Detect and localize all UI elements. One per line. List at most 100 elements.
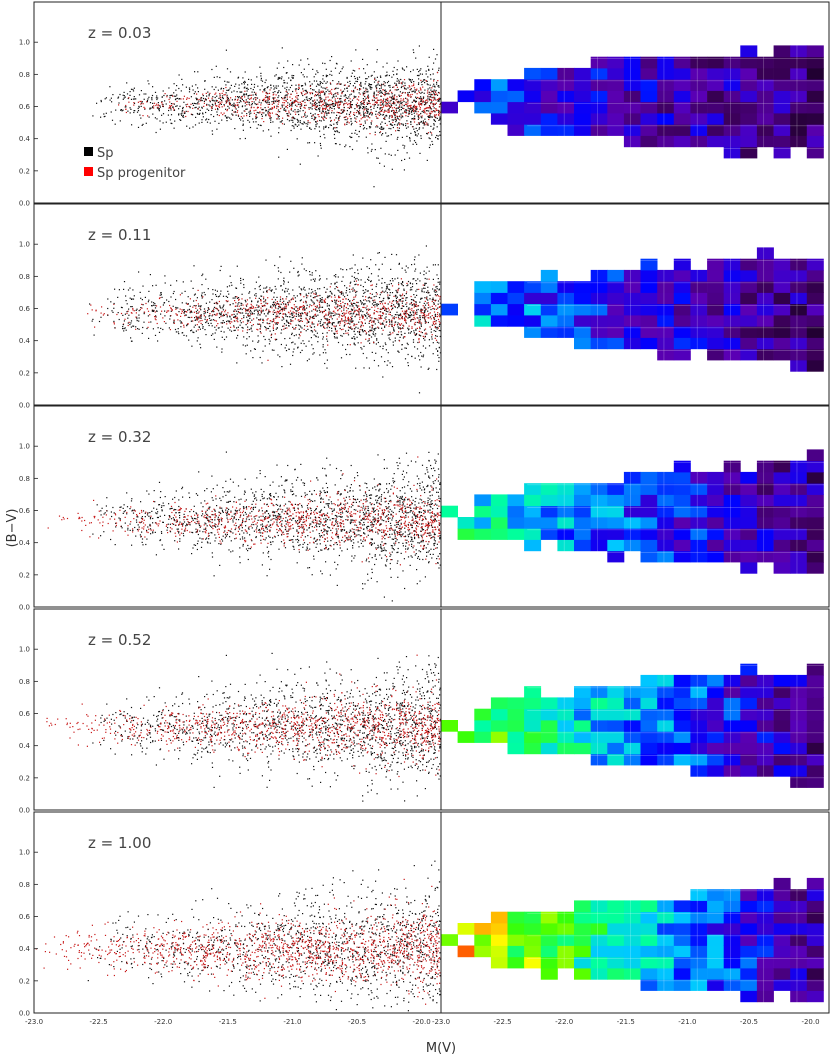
y-tick-label: 0.8 [19,71,30,79]
sp-point [258,306,260,308]
sp-progenitor-point [215,302,217,304]
sp-point [276,67,278,69]
sp-point [175,89,177,91]
sp-progenitor-point [347,104,349,106]
sp-progenitor-point [251,307,253,309]
sp-point [334,93,336,95]
sp-progenitor-point [358,308,360,310]
sp-point [193,265,195,267]
sp-point [368,83,370,85]
sp-point [430,116,432,118]
heatmap-cell [723,79,741,91]
sp-progenitor-point [329,82,331,84]
sp-point [239,324,241,326]
sp-point [331,322,333,324]
sp-point [319,119,321,122]
sp-progenitor-point [334,326,336,328]
sp-point [395,294,397,296]
sp-point [283,107,285,109]
sp-point [262,309,264,311]
sp-progenitor-point [360,342,362,344]
sp-progenitor-point [285,298,287,300]
sp-point [268,129,270,131]
sp-point [315,116,317,119]
sp-point [226,117,228,119]
sp-point [286,118,289,121]
sp-progenitor-point [171,105,173,107]
sp-progenitor-point [406,313,409,315]
sp-point [203,100,205,102]
sp-point [268,103,271,105]
sp-point [318,101,320,103]
sp-point [258,286,260,288]
sp-progenitor-point [408,85,410,87]
sp-point [194,317,196,319]
sp-point [132,98,135,100]
sp-progenitor-point [293,328,295,330]
sp-progenitor-point [297,101,299,103]
sp-point [324,137,326,139]
sp-progenitor-point [427,95,429,97]
sp-point [180,321,182,323]
sp-point [390,96,392,98]
sp-point [350,118,352,120]
sp-point [270,290,272,292]
sp-point [170,122,172,124]
sp-progenitor-point [256,328,258,330]
sp-point [315,315,317,317]
sp-progenitor-point [313,329,316,331]
sp-progenitor-point [296,105,298,107]
sp-point [408,307,410,309]
sp-point [385,343,387,346]
sp-point [269,322,271,325]
heatmap-cell [657,101,675,114]
sp-progenitor-point [345,312,347,314]
sp-point [178,113,180,115]
sp-point [209,101,211,103]
sp-point [353,276,355,278]
sp-point [130,337,132,339]
sp-progenitor-point [337,97,339,99]
sp-point [147,80,149,82]
heatmap-cell [557,124,575,136]
sp-progenitor-point [218,106,221,108]
sp-progenitor-point [288,112,290,114]
sp-progenitor-point [428,304,430,306]
sp-point [125,106,127,108]
sp-point [260,79,262,81]
sp-point [315,124,317,126]
sp-point [362,106,364,108]
sp-progenitor-point [427,132,429,134]
sp-point [326,323,328,325]
sp-point [381,277,383,280]
sp-point [336,336,338,338]
sp-point [387,297,389,299]
sp-progenitor-point [198,98,200,101]
sp-progenitor-point [260,299,262,301]
sp-progenitor-point [368,338,370,340]
sp-point [154,334,157,336]
sp-point [391,168,393,170]
sp-point [299,300,301,302]
sp-point [121,307,123,309]
sp-point [288,293,290,295]
sp-point [164,310,166,312]
sp-point [382,128,385,130]
sp-point [415,268,417,270]
sp-point [288,348,290,350]
sp-point [254,97,256,99]
sp-point [424,309,427,311]
heatmap-cell [457,90,475,103]
sp-point [283,277,285,279]
sp-point [396,124,398,126]
sp-point [260,77,262,79]
sp-progenitor-point [192,107,194,109]
sp-progenitor-point [413,110,415,112]
sp-progenitor-point [295,327,297,329]
sp-point [365,97,367,99]
sp-progenitor-point [338,296,340,298]
sp-point [377,275,379,277]
sp-point [402,282,404,284]
sp-point [399,299,402,301]
sp-point [419,359,421,361]
